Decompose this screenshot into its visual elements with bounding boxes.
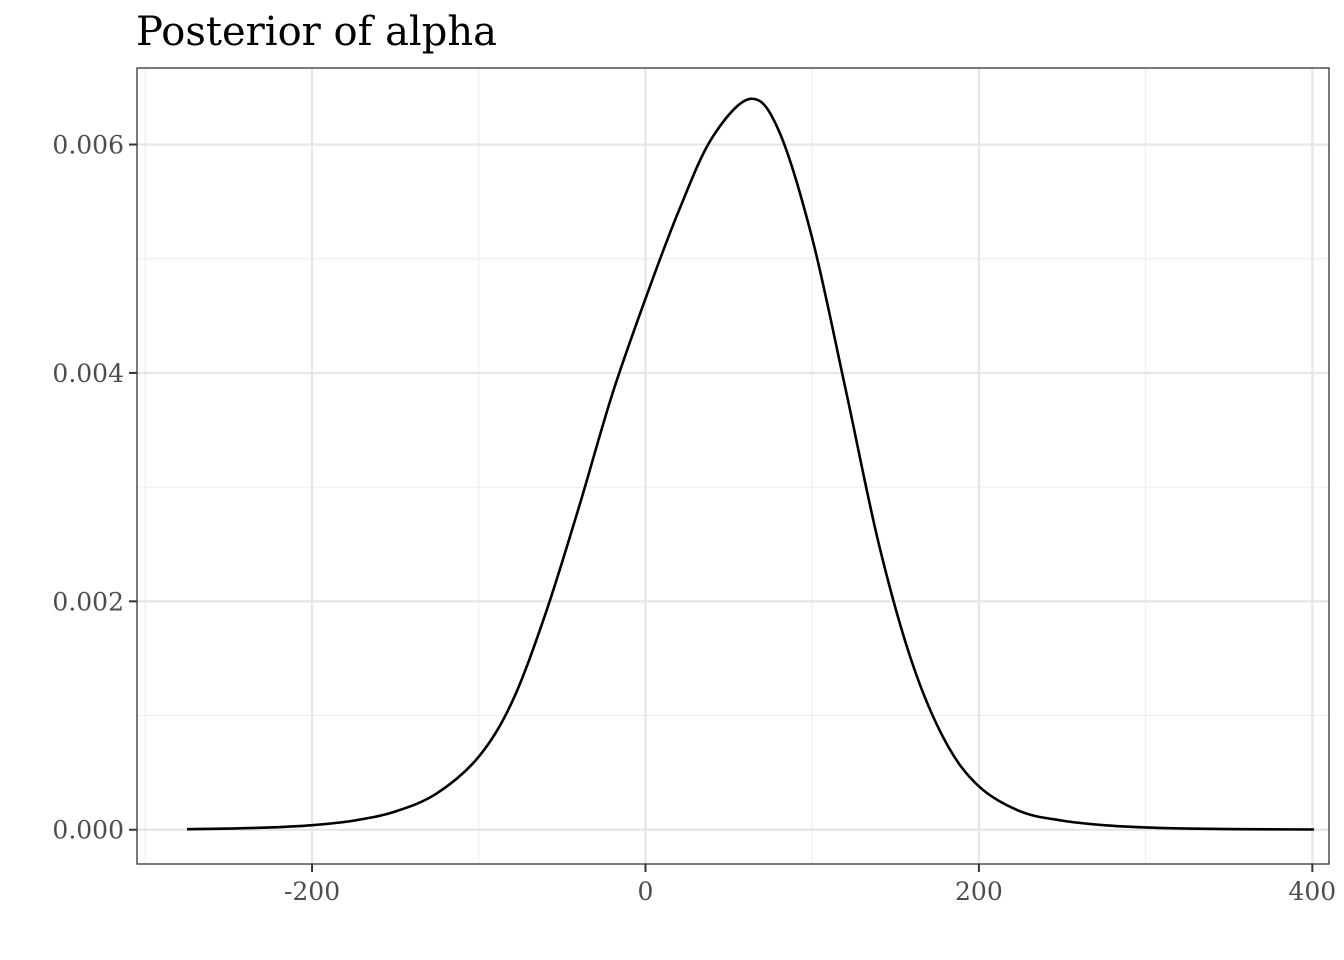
x-tick-label: -200: [284, 877, 340, 906]
y-axis: 0.000 0.002 0.004 0.006: [52, 131, 137, 845]
minor-gridlines: [137, 68, 1329, 864]
x-tick-label: 200: [955, 877, 1003, 906]
y-tick-label: 0.000: [52, 816, 124, 845]
posterior-density-line: [186, 97, 1315, 831]
x-axis: -200 0 200 400: [284, 864, 1336, 906]
plot-panel-border: [136, 67, 1330, 865]
y-tick-label: 0.006: [52, 131, 124, 160]
x-tick-label: 400: [1288, 877, 1336, 906]
y-tick-label: 0.002: [52, 587, 124, 616]
y-tick-label: 0.004: [52, 359, 124, 388]
chart-title: Posterior of alpha: [136, 9, 497, 55]
x-tick-label: 0: [638, 877, 654, 906]
major-gridlines: [137, 68, 1329, 864]
